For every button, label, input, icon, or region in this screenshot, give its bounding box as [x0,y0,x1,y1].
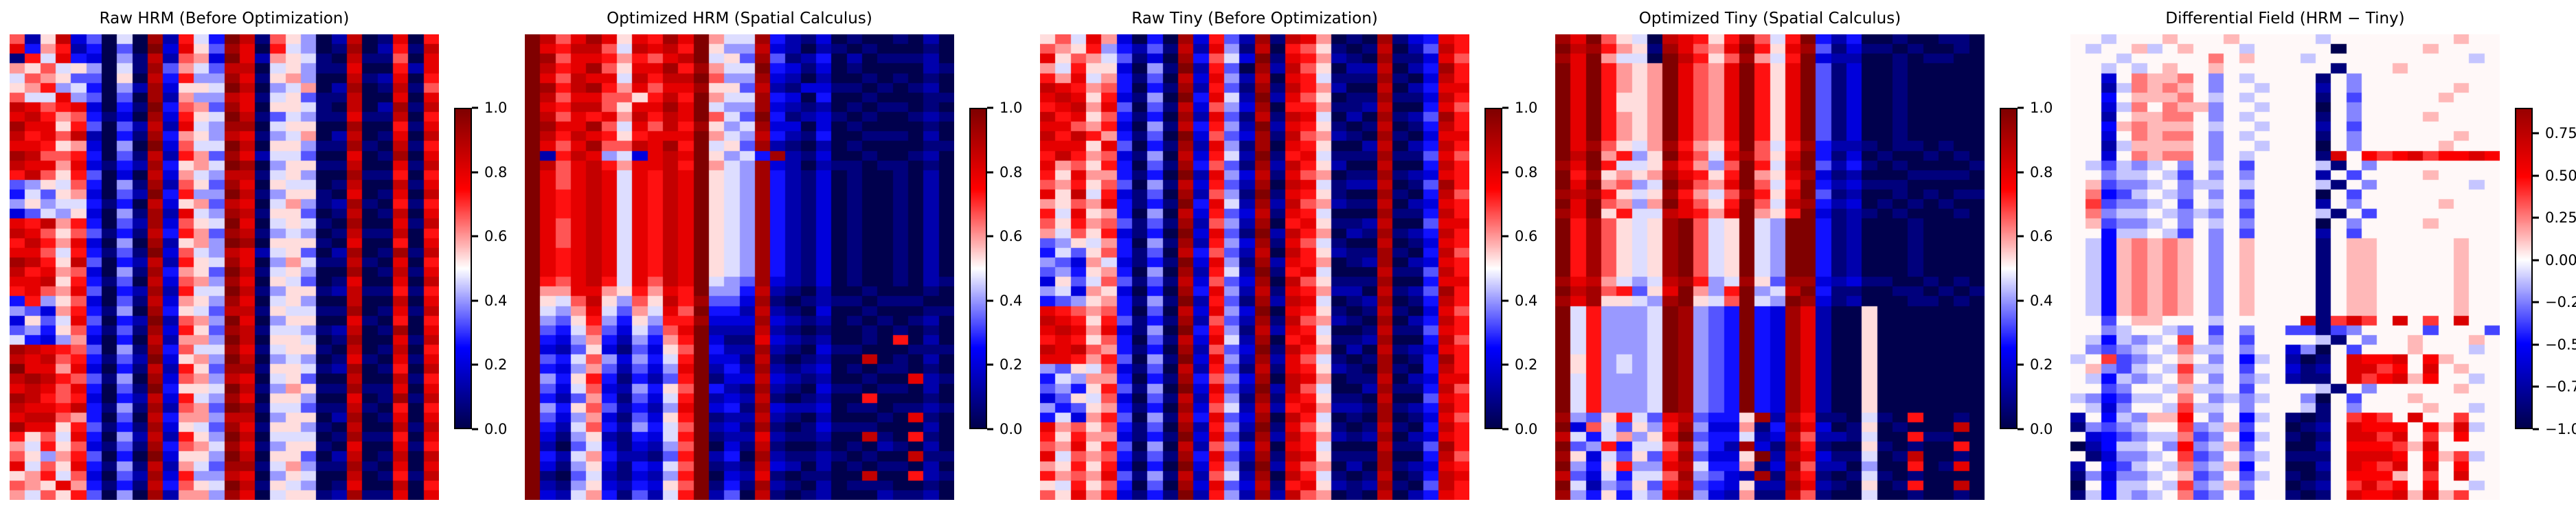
colorbar-tick-label: 0.4 [1515,293,1538,309]
colorbar-gradient [2515,108,2533,429]
colorbar-tick-label: 0.4 [2030,293,2053,309]
panel-raw-tiny: Raw Tiny (Before Optimization) 1.0 0.8 0.6… [1030,0,1546,515]
colorbar-tick-label: 0.6 [2030,228,2053,244]
colorbar-tick-label: 0.6 [484,228,508,244]
colorbar-tick-mark [472,299,478,302]
colorbar-tick-mark [987,299,993,302]
colorbar-tick-mark [2533,343,2539,346]
colorbar-tick-mark [2018,235,2024,238]
colorbar-tick-mark [472,106,478,109]
colorbar-tick-label: −0.75 [2545,378,2576,395]
colorbar-tick-label: 1.0 [2030,100,2053,116]
colorbar-tick-mark [472,428,478,431]
colorbar: 1.0 0.8 0.6 0.4 0.2 0.0 [1484,100,1537,437]
colorbar-tick-mark [1502,235,1509,238]
panel-raw-hrm: Raw HRM (Before Optimization) 1.0 0.8 0.6 0… [0,0,515,515]
colorbar-gradient [2000,108,2018,429]
colorbar-tick-mark [987,106,993,109]
colorbar-tick-mark [2533,132,2539,135]
colorbar-tick-label: 1.0 [484,100,508,116]
colorbar: 1.0 0.8 0.6 0.4 0.2 0.0 [969,100,1022,437]
colorbar-tick-mark [2018,428,2024,431]
colorbar-tick-mark [987,171,993,174]
colorbar-tick-mark [2533,385,2539,388]
panel-optimized-hrm: Optimized HRM (Spatial Calculus) 1.0 0.8 0… [515,0,1030,515]
panel-title: Optimized Tiny (Spatial Calculus) [1638,10,1901,27]
colorbar-tick-label: 0.6 [999,228,1023,244]
colorbar: 0.75 0.50 0.25 0.00 −0.25 −0.50 −0.75 −1.00 [2515,108,2576,437]
heatmap-canvas [2070,34,2500,500]
colorbar-gradient [454,108,472,429]
colorbar-tick-mark [472,363,478,366]
panel-title: Optimized HRM (Spatial Calculus) [607,10,872,27]
colorbar: 1.0 0.8 0.6 0.4 0.2 0.0 [2000,100,2053,437]
colorbar-tick-mark [987,235,993,238]
colorbar-tick-mark [1502,106,1509,109]
colorbar-gradient [969,108,987,429]
panel-optimized-tiny: Optimized Tiny (Spatial Calculus) 1.0 0.8… [1546,0,2061,515]
colorbar-tick-label: 0.8 [999,164,1023,181]
colorbar-tick-label: 0.8 [1515,164,1538,181]
colorbar-tick-label: 0.2 [1515,356,1538,373]
colorbar-tick-mark [2533,301,2539,304]
colorbar-tick-label: 0.2 [2030,356,2053,373]
colorbar-tick-label: 0.8 [484,164,508,181]
colorbar-tick-label: 0.25 [2545,209,2576,226]
colorbar-tick-mark [2018,299,2024,302]
colorbar-tick-label: 0.6 [1515,228,1538,244]
panel-title: Raw HRM (Before Optimization) [99,10,350,27]
colorbar-tick-label: 0.2 [999,356,1023,373]
panel-title: Differential Field (HRM − Tiny) [2165,10,2405,27]
colorbar-tick-label: −0.25 [2545,294,2576,310]
colorbar-tick-mark [2018,171,2024,174]
colorbar-tick-mark [2533,174,2539,177]
colorbar-tick-mark [1502,363,1509,366]
colorbar-tick-mark [1502,428,1509,431]
colorbar-tick-mark [2533,216,2539,219]
colorbar-tick-mark [2018,106,2024,109]
colorbar-tick-label: 0.2 [484,356,508,373]
colorbar-tick-label: 0.4 [999,293,1023,309]
colorbar-tick-mark [987,428,993,431]
colorbar-tick-mark [2533,259,2539,262]
colorbar-tick-label: 0.75 [2545,125,2576,141]
colorbar-tick-label: 0.00 [2545,252,2576,268]
colorbar-tick-label: −0.50 [2545,336,2576,353]
heatmap-canvas [10,34,439,500]
colorbar-tick-mark [472,235,478,238]
colorbar-tick-label: 0.0 [999,421,1023,437]
panel-differential-field: Differential Field (HRM − Tiny) 0.75 0.50… [2061,0,2576,515]
colorbar-tick-label: 0.0 [2030,421,2053,437]
colorbar-tick-label: 1.0 [999,100,1023,116]
colorbar-tick-label: 0.0 [484,421,508,437]
colorbar-tick-label: 0.8 [2030,164,2053,181]
heatmap-canvas [525,34,954,500]
heatmap-canvas [1040,34,1469,500]
colorbar-tick-mark [1502,299,1509,302]
colorbar-tick-mark [2018,363,2024,366]
colorbar-tick-mark [1502,171,1509,174]
colorbar-tick-mark [987,363,993,366]
colorbar-tick-label: 1.0 [1515,100,1538,116]
colorbar-tick-label: 0.50 [2545,168,2576,184]
panel-title: Raw Tiny (Before Optimization) [1131,10,1378,27]
colorbar-gradient [1484,108,1502,429]
heatmap-canvas [1555,34,1985,500]
colorbar-tick-mark [2533,428,2539,431]
colorbar-tick-mark [472,171,478,174]
colorbar-tick-label: 0.0 [1515,421,1538,437]
colorbar: 1.0 0.8 0.6 0.4 0.2 0.0 [454,100,507,437]
colorbar-tick-label: −1.00 [2545,421,2576,437]
colorbar-tick-label: 0.4 [484,293,508,309]
